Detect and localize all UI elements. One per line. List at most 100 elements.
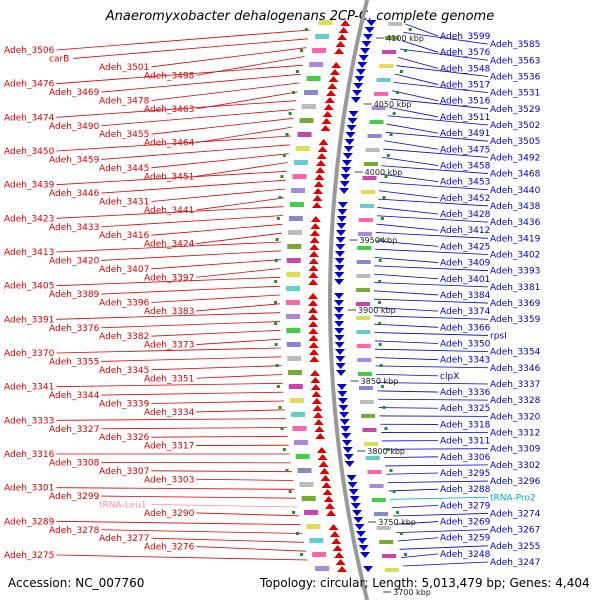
reverse-gene-glyph [334,258,345,264]
reverse-gene-glyph [334,321,345,327]
feature-dot [408,28,412,31]
feature-dot [399,70,403,73]
reverse-gene-label: Adeh_3259 [440,534,491,544]
scale-tick-label: 4000 kbp [365,168,403,177]
forward-label-connector [196,546,306,552]
reverse-label-connector [403,31,489,45]
forward-gene-label: Adeh_3490 [49,122,100,132]
forward-gene-glyph [327,83,338,89]
reverse-gene-label: Adeh_3384 [440,291,491,301]
reverse-label-connector [385,132,489,142]
feature-dot [396,511,400,514]
forward-gene-glyph [331,62,342,68]
reverse-gene-label: Adeh_3536 [490,72,541,82]
forward-label-connector [196,197,285,211]
reverse-label-connector [376,382,489,385]
cog-block [295,454,310,459]
cog-block [315,34,330,39]
forward-gene-glyph [337,566,348,572]
reverse-gene-label: Adeh_3318 [440,420,491,430]
feature-dot [379,364,383,367]
forward-gene-glyph [334,48,345,54]
reverse-gene-label: Adeh_3548 [440,64,491,74]
cog-block [379,540,394,544]
reverse-gene-label: Adeh_3516 [440,97,491,107]
reverse-label-connector [391,90,439,102]
label-connectors [56,23,489,567]
forward-label-connector [56,312,281,320]
cog-block [357,372,372,376]
cog-block [382,554,397,558]
forward-label-connector [151,47,307,68]
cog-block [356,330,371,334]
cog-block [288,384,303,389]
forward-label-connector [151,537,305,543]
forward-gene-glyph [310,216,321,222]
feature-dot [275,238,279,241]
cog-block [358,386,373,390]
reverse-gene-glyph [346,125,357,131]
feature-dot [300,49,304,52]
forward-gene-label: Adeh_3276 [144,543,195,553]
forward-gene-glyph [310,377,321,383]
scale-tick-label: 3950 kbp [359,236,397,245]
cog-block [287,356,302,361]
cog-block [295,146,310,151]
cog-block [356,288,371,292]
forward-label-connector [101,215,283,228]
reverse-gene-label: Adeh_3328 [490,396,541,406]
reverse-gene-glyph [340,174,351,180]
reverse-label-connector [399,48,489,61]
forward-gene-label: Adeh_3383 [144,307,194,317]
reverse-label-connector [380,173,439,183]
reverse-gene-glyph [339,188,350,194]
reverse-gene-label: Adeh_3309 [490,445,541,455]
cog-block [286,342,301,347]
cog-block [362,176,377,180]
forward-gene-glyph [338,27,349,33]
reverse-gene-glyph [343,146,354,152]
cog-block [292,426,307,431]
reverse-label-connector [377,390,439,393]
feature-dot [389,133,393,136]
reverse-gene-glyph [334,272,345,278]
forward-label-connector [56,382,283,388]
forward-gene-label: Adeh_3339 [99,400,150,410]
reverse-label-connector [374,340,439,344]
cog-block [385,568,400,572]
forward-gene-glyph [309,370,320,376]
cog-block [291,412,306,417]
forward-gene-label: Adeh_3307 [99,467,149,477]
reverse-label-connector [389,106,439,118]
cog-block [287,244,302,249]
feature-dot [378,301,381,304]
reverse-gene-glyph [337,209,348,215]
reverse-gene-label: Adeh_3306 [440,453,491,463]
forward-label-connector [151,504,298,508]
reverse-gene-glyph [341,440,352,446]
reverse-label-connector [386,472,439,475]
reverse-gene-glyph [335,244,346,250]
forward-gene-label: Adeh_3441 [144,206,194,216]
feature-dot [274,301,277,304]
reverse-gene-glyph [363,34,374,40]
cog-block [371,106,386,110]
reverse-label-connector [398,56,439,69]
reverse-label-connector [379,182,489,191]
cog-block [299,118,314,123]
forward-gene-label: Adeh_3308 [49,458,100,468]
reverse-gene-glyph [358,55,369,61]
reverse-gene-glyph [341,160,352,166]
forward-gene-glyph [308,321,319,327]
forward-gene-glyph [308,265,319,271]
scale-tick-label: 3750 kbp [378,518,416,527]
reverse-gene-label: Adeh_3302 [490,461,540,471]
cog-block [356,260,371,264]
reverse-gene-label: Adeh_3409 [440,259,491,269]
reverse-gene-glyph [354,76,365,82]
reverse-label-connector [378,190,439,199]
cog-block [388,22,403,26]
reverse-gene-label: Adeh_3325 [440,404,490,414]
reverse-gene-glyph [343,454,354,460]
cog-block [286,272,301,277]
